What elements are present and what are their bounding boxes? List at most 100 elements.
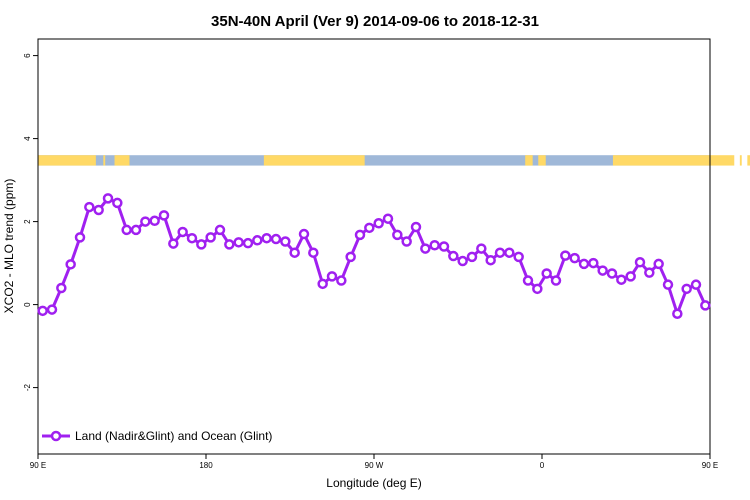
y-tick-label: 0 (23, 302, 32, 307)
data-point (625, 271, 636, 282)
y-tick-label: 6 (23, 53, 32, 58)
land-segment (263, 155, 365, 166)
data-point (466, 251, 478, 263)
data-point (597, 265, 608, 276)
data-point (550, 275, 562, 286)
x-tick-label: 90 E (702, 461, 718, 470)
data-point (578, 258, 590, 270)
series-layer (37, 193, 711, 319)
data-point (121, 224, 132, 236)
data-point (326, 271, 338, 282)
data-point (392, 229, 403, 241)
data-point (401, 236, 412, 247)
data-point (429, 240, 440, 251)
data-point (560, 250, 571, 261)
data-point (242, 237, 254, 249)
data-point (476, 243, 487, 254)
data-point (56, 282, 67, 294)
data-point (130, 224, 142, 236)
plot-frame (37, 38, 711, 455)
data-point (336, 275, 347, 286)
y-tick-label: -2 (23, 383, 32, 391)
data-point (84, 201, 95, 213)
data-point (448, 250, 459, 262)
data-point (504, 247, 515, 258)
data-point (93, 204, 104, 216)
data-point (196, 239, 207, 250)
land-segment (525, 155, 533, 166)
data-point (532, 283, 543, 295)
legend-marker (50, 430, 62, 442)
data-point (457, 255, 468, 267)
land-ocean-mask (38, 155, 750, 166)
data-point (485, 254, 496, 266)
data-point (37, 305, 48, 317)
data-point (438, 241, 450, 252)
data-point (233, 237, 244, 248)
y-axis-title: XCO2 - MLO trend (ppm) (2, 179, 16, 314)
data-point (149, 215, 160, 227)
data-point (644, 267, 655, 278)
land-segment (612, 155, 735, 166)
ocean-band (38, 155, 710, 166)
data-point (522, 275, 534, 286)
data-point (513, 251, 524, 263)
data-point (345, 251, 356, 263)
data-point (224, 239, 235, 250)
data-point (700, 300, 711, 311)
data-point (168, 238, 179, 249)
data-point (289, 247, 300, 258)
data-point (364, 222, 375, 234)
data-point (140, 216, 151, 227)
data-point (672, 308, 683, 319)
x-tick-label: 90 W (365, 461, 384, 470)
data-point (317, 278, 328, 290)
legend: Land (Nadir&Glint) and Ocean (Glint) (42, 429, 272, 443)
y-axis: -2 0 2 4 6 (23, 53, 38, 391)
data-point (494, 247, 506, 258)
land-segment (538, 155, 546, 166)
data-point (158, 210, 170, 221)
data-point (569, 252, 580, 264)
data-point (634, 257, 646, 268)
data-point (308, 247, 319, 258)
x-tick-label: 180 (199, 461, 213, 470)
data-point (46, 304, 58, 315)
x-tick-label: 90 E (30, 461, 46, 470)
data-point (74, 232, 86, 243)
data-point (541, 268, 552, 279)
data-point (261, 232, 272, 244)
data-point (410, 221, 422, 233)
x-axis: 90 E 180 90 W 0 90 E (30, 454, 718, 470)
data-point (186, 232, 198, 244)
data-point (420, 243, 431, 254)
y-tick-label: 4 (23, 136, 32, 141)
data-point (298, 228, 310, 240)
x-tick-label: 0 (540, 461, 545, 470)
data-point (588, 257, 599, 269)
data-point (112, 197, 123, 209)
data-point (373, 218, 384, 229)
land-segment (747, 155, 750, 166)
land-segment (739, 155, 742, 166)
data-point (214, 224, 226, 236)
y-tick-label: 2 (23, 219, 32, 224)
land-segment (38, 155, 96, 166)
data-point (252, 235, 263, 246)
data-point (280, 236, 291, 247)
data-point (681, 283, 692, 295)
data-point (653, 258, 664, 270)
land-segment (114, 155, 130, 166)
legend-label: Land (Nadir&Glint) and Ocean (Glint) (75, 429, 272, 443)
chart-title: 35N-40N April (Ver 9) 2014-09-06 to 2018… (211, 13, 539, 30)
data-point (606, 268, 618, 279)
data-point (205, 232, 216, 243)
data-point (270, 233, 282, 245)
data-point (177, 226, 188, 238)
data-point (65, 259, 76, 270)
land-segment (103, 155, 106, 166)
data-point (690, 279, 702, 290)
series-line (42, 196, 707, 316)
data-point (382, 213, 394, 224)
